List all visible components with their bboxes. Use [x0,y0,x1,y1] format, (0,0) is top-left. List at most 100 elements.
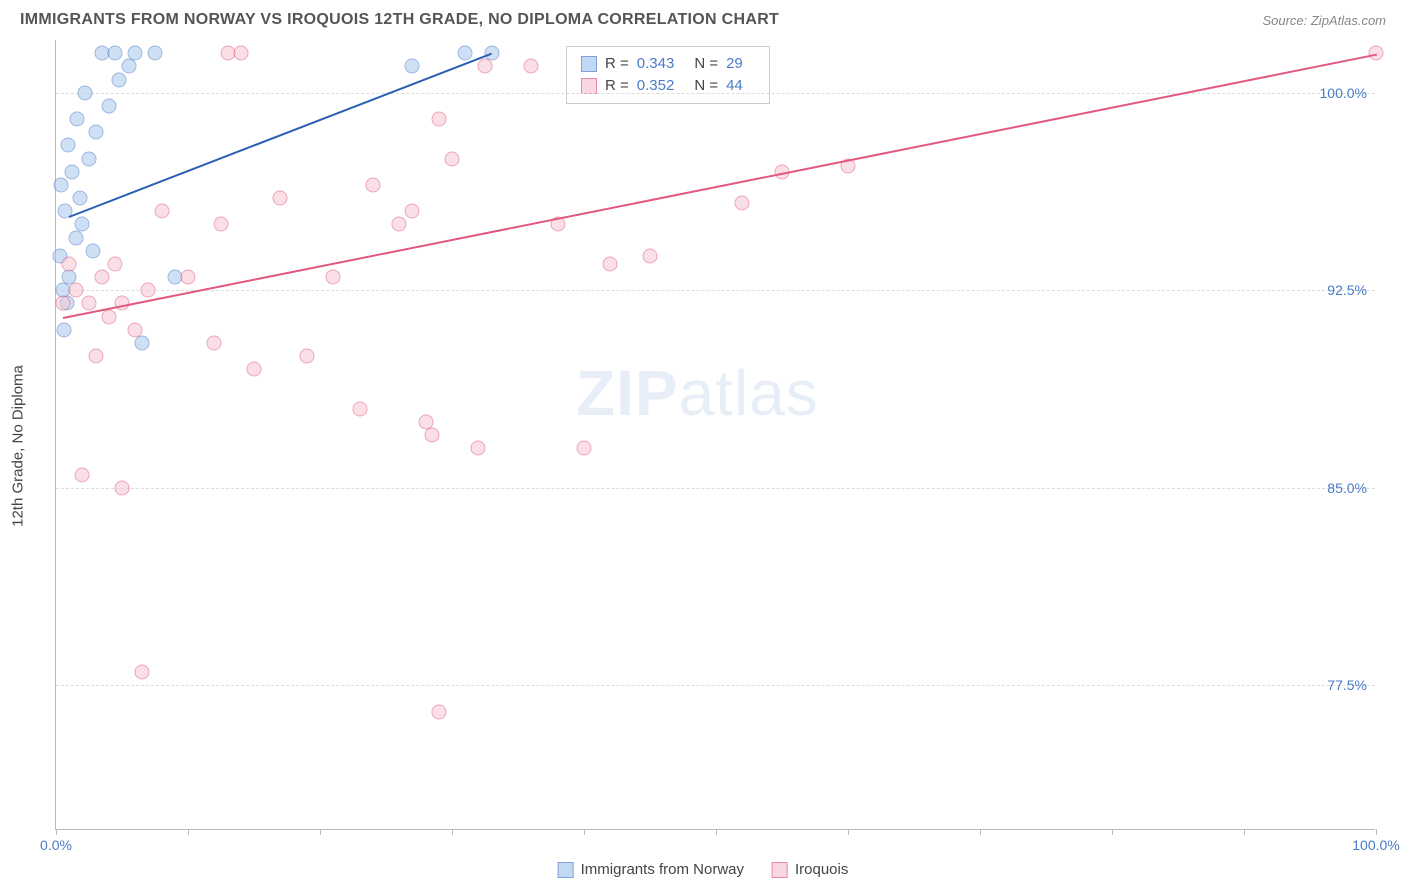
r-label: R = [605,75,629,97]
n-value: 29 [726,53,743,75]
scatter-point [577,441,592,456]
scatter-point [60,138,75,153]
gridline [56,685,1375,686]
watermark-light: atlas [679,357,819,429]
stats-legend-row: R = 0.352 N = 44 [581,75,755,97]
scatter-point [101,309,116,324]
legend-swatch [558,862,574,878]
legend-swatch [772,862,788,878]
n-label: N = [694,75,718,97]
scatter-point [121,59,136,74]
scatter-point [273,191,288,206]
scatter-point [128,322,143,337]
scatter-point [735,196,750,211]
x-tick [1244,829,1245,835]
watermark-bold: ZIP [576,357,679,429]
scatter-point [108,46,123,61]
scatter-point [148,46,163,61]
x-tick [716,829,717,835]
scatter-point [233,46,248,61]
scatter-point [425,428,440,443]
scatter-point [431,112,446,127]
scatter-point [471,441,486,456]
scatter-point [365,177,380,192]
scatter-point [431,704,446,719]
title-bar: IMMIGRANTS FROM NORWAY VS IROQUOIS 12TH … [20,6,1386,34]
scatter-point [112,72,127,87]
scatter-point [214,217,229,232]
scatter-point [154,204,169,219]
stats-legend: R = 0.343N = 29R = 0.352 N = 44 [566,46,770,104]
scatter-point [75,217,90,232]
legend-item: Iroquois [772,861,848,878]
r-value: 0.352 [637,75,675,97]
scatter-point [56,322,71,337]
scatter-point [55,296,70,311]
x-tick [56,829,57,835]
gridline [56,488,1375,489]
x-tick [452,829,453,835]
scatter-point [405,204,420,219]
scatter-point [68,230,83,245]
scatter-point [352,401,367,416]
x-tick [1112,829,1113,835]
chart-title: IMMIGRANTS FROM NORWAY VS IROQUOIS 12TH … [20,11,779,29]
scatter-point [458,46,473,61]
scatter-point [128,46,143,61]
scatter-point [82,151,97,166]
scatter-point [207,335,222,350]
scatter-point [70,112,85,127]
scatter-point [134,335,149,350]
x-tick [1376,829,1377,835]
scatter-point [75,467,90,482]
gridline [56,290,1375,291]
scatter-point [78,85,93,100]
legend-label: Immigrants from Norway [581,861,744,878]
scatter-point [54,177,69,192]
legend-label: Iroquois [795,861,848,878]
scatter-point [478,59,493,74]
series-legend: Immigrants from Norway Iroquois [558,861,849,878]
watermark: ZIPatlas [576,356,819,430]
x-tick-label: 100.0% [1352,837,1399,853]
r-label: R = [605,53,629,75]
scatter-point [141,283,156,298]
scatter-point [603,256,618,271]
x-tick [980,829,981,835]
scatter-point [101,98,116,113]
scatter-point [445,151,460,166]
scatter-point [115,480,130,495]
scatter-point [82,296,97,311]
x-tick [320,829,321,835]
plot-area: ZIPatlas R = 0.343N = 29R = 0.352N = 44 … [55,40,1375,830]
y-axis-title: 12th Grade, No Diploma [10,365,27,527]
x-tick [848,829,849,835]
y-tick-label: 100.0% [1320,85,1367,101]
scatter-point [85,243,100,258]
scatter-point [405,59,420,74]
scatter-point [88,349,103,364]
scatter-point [643,248,658,263]
scatter-point [392,217,407,232]
legend-swatch [581,56,597,72]
n-value: 44 [726,75,743,97]
scatter-point [72,191,87,206]
scatter-point [299,349,314,364]
scatter-point [247,362,262,377]
scatter-point [68,283,83,298]
chart-container: IMMIGRANTS FROM NORWAY VS IROQUOIS 12TH … [0,0,1406,892]
source-attribution: Source: ZipAtlas.com [1262,13,1386,28]
scatter-point [108,256,123,271]
legend-swatch [581,78,597,94]
x-tick [584,829,585,835]
scatter-point [134,665,149,680]
legend-item: Immigrants from Norway [558,861,744,878]
y-tick-label: 77.5% [1327,677,1367,693]
x-tick-label: 0.0% [40,837,72,853]
scatter-point [88,125,103,140]
x-tick [188,829,189,835]
stats-legend-row: R = 0.343N = 29 [581,53,755,75]
scatter-point [181,270,196,285]
scatter-point [95,270,110,285]
y-tick-label: 92.5% [1327,282,1367,298]
